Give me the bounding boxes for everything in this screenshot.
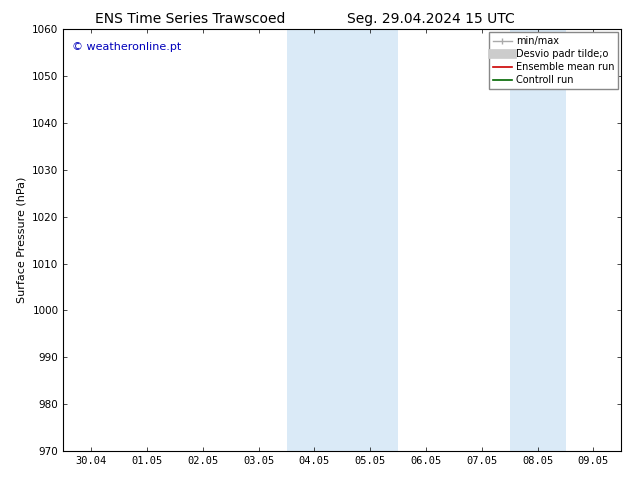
- Text: ENS Time Series Trawscoed: ENS Time Series Trawscoed: [95, 12, 285, 26]
- Legend: min/max, Desvio padr tilde;o, Ensemble mean run, Controll run: min/max, Desvio padr tilde;o, Ensemble m…: [489, 32, 618, 89]
- Bar: [287, 29, 398, 451]
- Text: © weatheronline.pt: © weatheronline.pt: [72, 42, 181, 52]
- Bar: [510, 29, 566, 451]
- Y-axis label: Surface Pressure (hPa): Surface Pressure (hPa): [16, 177, 27, 303]
- Text: Seg. 29.04.2024 15 UTC: Seg. 29.04.2024 15 UTC: [347, 12, 515, 26]
